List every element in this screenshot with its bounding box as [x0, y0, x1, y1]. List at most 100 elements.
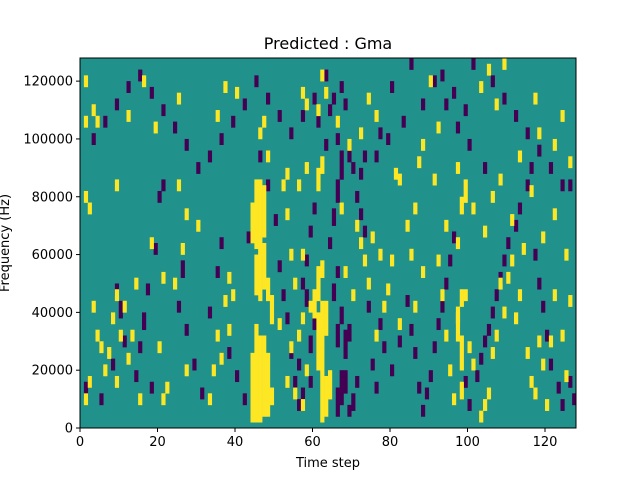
- heatmap-cell-high: [374, 110, 379, 122]
- heatmap-cell-low: [219, 133, 224, 146]
- y-tick-label: 0: [65, 422, 73, 437]
- heatmap-cell-low: [138, 341, 143, 354]
- heatmap-cell-low: [390, 364, 395, 377]
- heatmap-cell-low: [153, 243, 158, 255]
- heatmap-cell-high: [235, 86, 240, 99]
- heatmap-cell-low: [428, 370, 433, 383]
- heatmap-cell-high: [510, 214, 515, 226]
- heatmap-cell-high: [560, 329, 565, 342]
- heatmap-cell-high: [393, 167, 399, 180]
- heatmap-cell-high: [87, 202, 92, 215]
- heatmap-cell-low: [335, 266, 340, 278]
- x-tick-label: 20: [149, 435, 166, 450]
- heatmap-cell-high: [99, 341, 104, 354]
- heatmap-cell-low: [103, 115, 108, 128]
- heatmap-cell-high: [560, 110, 565, 122]
- heatmap-cell-low: [529, 162, 534, 174]
- heatmap-cell-low: [184, 138, 189, 151]
- heatmap-cell-low: [506, 237, 511, 250]
- heatmap-cell-high: [83, 393, 89, 406]
- heatmap-cell-low: [452, 86, 457, 99]
- heatmap-cell-high: [95, 115, 100, 128]
- heatmap-cell-high: [529, 375, 534, 388]
- heatmap-cell-high: [548, 335, 554, 348]
- heatmap-cell-low: [277, 110, 282, 122]
- heatmap-cell-high: [320, 347, 325, 423]
- heatmap-cell-low: [409, 58, 414, 70]
- heatmap-cell-low: [421, 98, 426, 111]
- heatmap-cell-low: [192, 358, 197, 371]
- heatmap-cell-low: [444, 98, 449, 111]
- heatmap-cell-high: [161, 271, 166, 284]
- heatmap-cell-high: [459, 335, 464, 371]
- heatmap-cell-low: [378, 127, 383, 140]
- x-tick-label: 40: [227, 435, 244, 450]
- heatmap-cell-high: [479, 81, 484, 93]
- heatmap-cell-low: [463, 104, 468, 117]
- chart-title: Predicted : Gma: [264, 34, 392, 53]
- heatmap-cell-high: [498, 173, 503, 186]
- heatmap-cell-low: [455, 121, 461, 134]
- heatmap-cell-high: [397, 318, 402, 331]
- heatmap-cell-low: [366, 300, 371, 313]
- heatmap-cell-high: [180, 243, 185, 255]
- heatmap-cell-low: [312, 202, 317, 215]
- heatmap-cell-high: [316, 167, 321, 192]
- heatmap-cell-low: [502, 254, 507, 267]
- heatmap-cell-high: [300, 312, 306, 325]
- heatmap-cell-low: [417, 381, 422, 394]
- heatmap-cell-low: [300, 387, 306, 400]
- y-tick-label: 80000: [32, 190, 73, 205]
- heatmap-cell-high: [479, 410, 484, 423]
- heatmap-cell-low: [300, 277, 306, 290]
- heatmap-cell-high: [285, 208, 290, 221]
- x-axis: 0 20 40 60 80 100 120: [76, 428, 557, 450]
- y-tick-label: 60000: [32, 248, 73, 263]
- heatmap-cell-high: [227, 271, 232, 284]
- heatmap-cell-low: [525, 179, 530, 192]
- heatmap-cell-low: [339, 150, 344, 180]
- heatmap-cell-low: [548, 162, 554, 174]
- heatmap-cell-high: [289, 248, 294, 261]
- heatmap-cell-high: [521, 243, 526, 255]
- heatmap-cell-low: [568, 179, 573, 192]
- heatmap-cell-low: [91, 133, 96, 146]
- heatmap-cell-low: [173, 121, 178, 134]
- heatmap-cell-low: [231, 115, 236, 128]
- heatmap-cell-low: [343, 370, 348, 394]
- heatmap-cell-high: [312, 289, 317, 319]
- heatmap-cell-low: [328, 237, 333, 250]
- heatmap-cell-low: [308, 375, 313, 388]
- heatmap-cell-low: [347, 150, 352, 163]
- heatmap-cell-high: [498, 277, 503, 290]
- heatmap-cell-high: [490, 347, 495, 359]
- heatmap-cell-low: [343, 98, 348, 111]
- heatmap-cell-high: [502, 306, 507, 319]
- heatmap-cell-high: [211, 364, 216, 377]
- heatmap-cell-low: [409, 323, 414, 336]
- heatmap-cell-high: [262, 185, 267, 238]
- heatmap-cell-high: [107, 347, 112, 359]
- heatmap-cell-low: [215, 266, 220, 278]
- heatmap-cell-low: [331, 92, 337, 105]
- heatmap-cell-high: [262, 115, 267, 128]
- heatmap-cell-high: [463, 289, 468, 302]
- heatmap-cell-high: [285, 375, 290, 388]
- heatmap-cell-high: [370, 231, 375, 244]
- heatmap-cell-low: [149, 381, 154, 394]
- heatmap-cell-high: [417, 156, 422, 169]
- heatmap-cell-low: [572, 393, 577, 406]
- heatmap-cell-low: [266, 179, 271, 192]
- heatmap-cell-low: [374, 150, 379, 163]
- heatmap-cell-low: [111, 358, 116, 371]
- heatmap-cell-high: [421, 266, 426, 278]
- heatmap-cell-low: [514, 219, 519, 232]
- heatmap-cell-high: [432, 173, 437, 186]
- y-tick-label: 120000: [23, 75, 73, 90]
- heatmap-cell-high: [215, 110, 220, 122]
- heatmap-cell-low: [246, 231, 251, 244]
- heatmap-cell-low: [114, 98, 120, 111]
- heatmap-cell-low: [413, 347, 418, 359]
- heatmap-cell-high: [262, 335, 267, 417]
